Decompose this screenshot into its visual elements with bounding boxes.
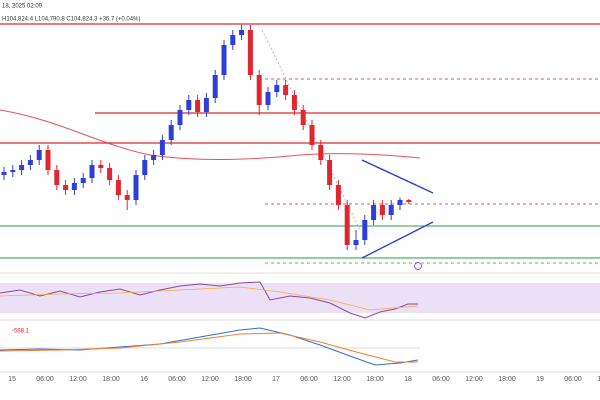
candle-body — [247, 30, 253, 75]
x-tick-label: 15 — [8, 376, 16, 383]
candles — [1, 25, 412, 250]
trendline — [361, 221, 434, 259]
moving-average — [0, 109, 421, 161]
candle-body — [168, 125, 174, 140]
candle-body — [63, 185, 69, 190]
x-tick-label: 17 — [272, 376, 280, 383]
candle-body — [353, 240, 359, 245]
rsi-band — [0, 283, 600, 313]
signal-line — [0, 332, 418, 363]
candle-body — [203, 98, 209, 112]
candle-body — [239, 30, 245, 35]
x-tick-label: 18:00 — [366, 376, 384, 383]
x-tick-label: 06:00 — [432, 376, 450, 383]
candle-body — [177, 110, 183, 125]
candle-body — [406, 200, 412, 202]
candle-body — [54, 170, 60, 185]
candle-body — [71, 183, 77, 190]
candle-body — [318, 145, 324, 160]
trendline — [361, 159, 434, 194]
x-tick-label: 06:00 — [36, 376, 54, 383]
candle-body — [10, 170, 16, 172]
candle-body — [212, 75, 218, 98]
macd-value: -598.1 — [12, 329, 30, 335]
x-axis-labels: 15 06:00 12:00 18:00 16 06:00 12:00 18:00 17 06:0… — [8, 376, 600, 383]
candle-body — [397, 200, 403, 205]
candle-body — [379, 205, 385, 215]
x-tick-label: 18 — [404, 376, 412, 383]
x-tick-label: 12:00 — [597, 376, 600, 383]
ohlc-label: H104,824.4 L104,790.8 C104,824.3 +36.7 (… — [2, 17, 140, 23]
x-tick-label: 06:00 — [564, 376, 582, 383]
candle-body — [124, 195, 130, 200]
x-tick-label: 06:00 — [168, 376, 186, 383]
candle-body — [159, 140, 165, 155]
x-tick-label: 12:00 — [69, 376, 87, 383]
candle-body — [230, 35, 236, 45]
candle-body — [107, 168, 113, 180]
candle-body — [265, 92, 271, 105]
x-tick-label: 16 — [140, 376, 148, 383]
candle-body — [221, 45, 227, 75]
candle-body — [327, 160, 333, 185]
candle-body — [300, 110, 306, 125]
rsi-line — [0, 281, 418, 319]
x-tick-label: 18:00 — [498, 376, 516, 383]
candle-body — [362, 220, 368, 240]
x-tick-label: 12:00 — [333, 376, 351, 383]
candle-body — [195, 100, 201, 112]
x-tick-label: 12:00 — [465, 376, 483, 383]
x-tick-label: 06:00 — [300, 376, 318, 383]
candle-body — [133, 175, 139, 200]
rsi-average — [0, 286, 419, 311]
levels — [0, 23, 600, 270]
rsi-panel — [0, 272, 600, 319]
candle-body — [27, 160, 33, 165]
candle-body — [309, 125, 315, 145]
candle-body — [80, 178, 86, 183]
event-marker — [414, 262, 422, 270]
macd-panel: -598.1 — [0, 319, 600, 366]
candle-body — [89, 165, 95, 178]
candle-body — [151, 155, 157, 160]
candle-body — [186, 100, 192, 110]
candle-body — [371, 205, 377, 220]
x-tick-label: 12:00 — [201, 376, 219, 383]
candle-body — [388, 205, 394, 215]
candle-body — [335, 185, 341, 205]
candle-body — [283, 85, 289, 95]
candle-body — [256, 75, 262, 105]
candle-body — [98, 165, 104, 168]
x-tick-label: 18:00 — [234, 376, 252, 383]
candle-body — [344, 205, 350, 245]
date-label: 18, 2025 02:09 — [2, 4, 43, 10]
candle-body — [115, 180, 121, 195]
candle-body — [274, 85, 280, 92]
candle-body — [19, 165, 25, 170]
candle-body — [36, 150, 42, 160]
candle-body — [142, 160, 148, 175]
projection — [261, 29, 361, 231]
candle-body — [45, 150, 51, 170]
x-tick-label: 18:00 — [102, 376, 120, 383]
candle-body — [1, 172, 7, 175]
candle-body — [291, 95, 297, 110]
x-tick-label: 19 — [536, 376, 544, 383]
